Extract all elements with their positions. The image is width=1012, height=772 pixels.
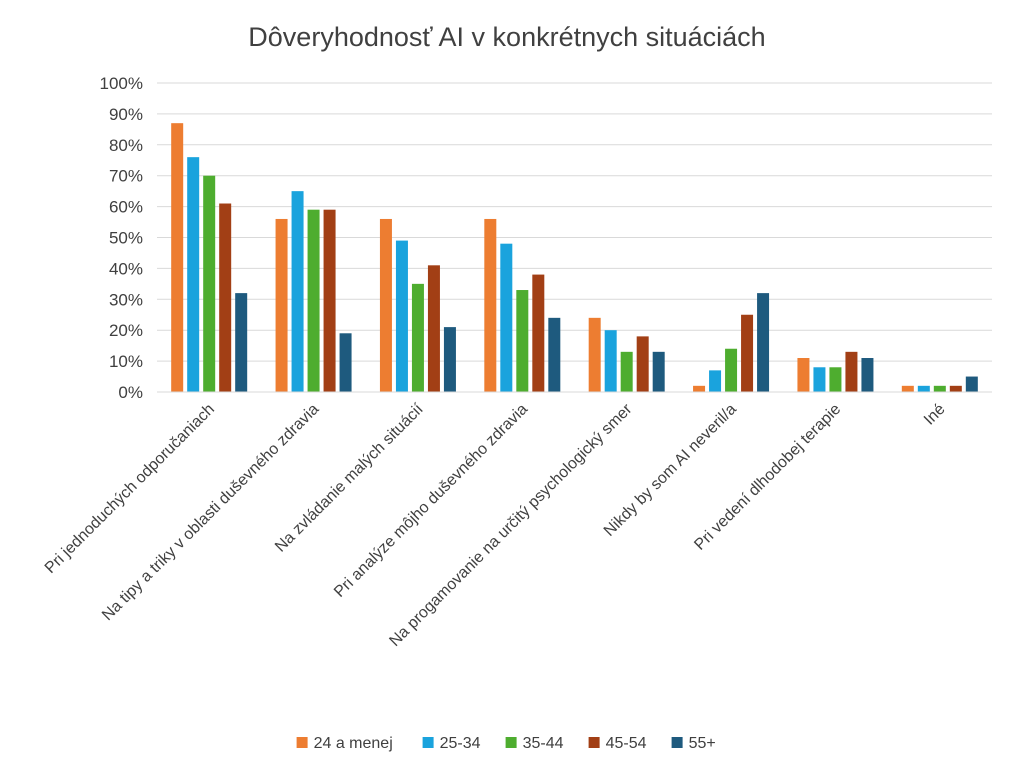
- legend-label: 35-44: [523, 735, 564, 752]
- y-tick-label: 40%: [109, 259, 143, 278]
- bar: [693, 385, 706, 392]
- bar: [620, 351, 633, 392]
- bar: [949, 385, 962, 392]
- y-tick-label: 30%: [109, 290, 143, 309]
- bar: [323, 209, 336, 392]
- y-tick-label: 100%: [100, 74, 143, 93]
- legend-label: 24 a menej: [314, 735, 393, 752]
- bar: [548, 317, 561, 392]
- category-label: Iné: [921, 401, 949, 429]
- bar: [500, 243, 513, 392]
- bar: [652, 351, 665, 392]
- bar: [291, 191, 304, 392]
- bar: [484, 218, 497, 392]
- category-label: Pri jednoduchých odporučaniach: [42, 401, 218, 577]
- bar: [379, 218, 392, 392]
- bar: [588, 317, 601, 392]
- bar: [636, 336, 649, 392]
- bar: [797, 358, 810, 392]
- bar: [709, 370, 722, 392]
- legend-swatch: [505, 737, 517, 748]
- legend-label: 55+: [689, 735, 716, 752]
- bar: [604, 330, 617, 392]
- bar: [307, 209, 320, 392]
- y-axis-ticks: 0% 10% 20% 30% 40% 50% 60% 70% 80% 90% 100%: [100, 74, 143, 402]
- bar: [203, 175, 216, 392]
- y-tick-label: 0%: [118, 383, 143, 402]
- y-tick-label: 50%: [109, 229, 143, 248]
- chart-title: Dôveryhodnosť AI v konkrétnych situáciác…: [248, 22, 765, 52]
- bar: [965, 376, 978, 392]
- legend-swatch: [422, 737, 434, 748]
- bar: [861, 358, 874, 392]
- bar: [171, 123, 184, 393]
- legend-swatch: [671, 737, 683, 748]
- y-tick-label: 90%: [109, 105, 143, 124]
- bar: [219, 203, 232, 392]
- bar: [411, 283, 424, 392]
- legend-swatch: [588, 737, 600, 748]
- bar: [532, 274, 545, 392]
- bar: [845, 351, 858, 392]
- bar: [516, 290, 529, 392]
- category-label: Pri analýze môjho duševného zdravia: [331, 401, 531, 601]
- bar: [741, 314, 754, 392]
- bar: [427, 265, 440, 392]
- y-tick-label: 70%: [109, 167, 143, 186]
- bar: [339, 333, 352, 392]
- bars: [171, 123, 978, 393]
- bar: [725, 348, 738, 392]
- y-tick-label: 20%: [109, 321, 143, 340]
- category-label: Na progamovanie na určitý psychologický …: [386, 400, 636, 650]
- legend-label: 45-54: [606, 735, 647, 752]
- legend-swatch: [296, 737, 308, 748]
- bar: [917, 385, 930, 392]
- bar: [901, 385, 914, 392]
- bar: [443, 327, 456, 392]
- bar: [933, 385, 946, 392]
- category-label: Na tipy a triky v oblasti duševného zdra…: [99, 401, 322, 624]
- y-tick-label: 60%: [109, 198, 143, 217]
- bar: [235, 293, 248, 392]
- legend-label: 25-34: [440, 735, 481, 752]
- bar: [829, 367, 842, 392]
- bar: [395, 240, 408, 392]
- bar: [187, 157, 200, 392]
- bar: [275, 218, 288, 392]
- y-tick-label: 10%: [109, 352, 143, 371]
- bar: [757, 293, 770, 392]
- bar: [813, 367, 826, 392]
- legend: 24 a menej 25-34 35-44 45-54 55+: [296, 735, 716, 752]
- y-tick-label: 80%: [109, 136, 143, 155]
